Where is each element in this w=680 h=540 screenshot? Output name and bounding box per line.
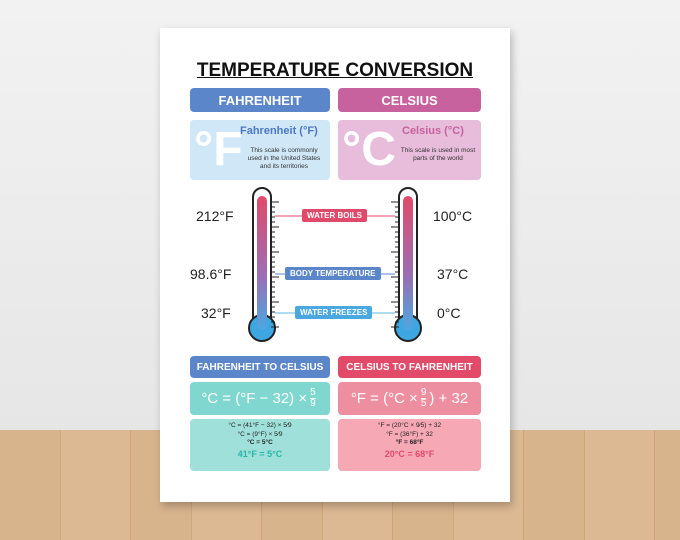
scale-description: This scale is commonly used in the Unite…	[247, 147, 321, 170]
marker-label: WATER FREEZES	[295, 306, 373, 319]
reading: 32°F	[201, 305, 231, 321]
step: °C = (41°F − 32) × 5⁄9	[228, 422, 292, 429]
poster-title: TEMPERATURE CONVERSION	[196, 60, 474, 81]
step: °F = 68°F	[395, 439, 424, 446]
formula-text: ) + 32	[429, 390, 469, 407]
formula-text: °F = (°C ×	[350, 390, 418, 407]
reading: 100°C	[433, 208, 473, 224]
scale-symbol: °F	[194, 123, 243, 176]
marker-label: WATER BOILS	[302, 209, 367, 222]
scale-header: FAHRENHEIT	[190, 88, 330, 112]
result: 41°F = 5°C	[237, 448, 283, 459]
worked-example: °C = (41°F − 32) × 5⁄9 °C = (9°F) × 5⁄9 …	[190, 419, 330, 471]
scale-description: This scale is used in most parts of the …	[400, 147, 476, 162]
marker-label: BODY TEMPERATURE	[285, 267, 381, 280]
info-box	[338, 120, 481, 180]
conversion-header: FAHRENHEIT TO CELSIUS	[190, 356, 330, 378]
worked-example: °F = (20°C × 9⁄5) + 32 °F = (36°F) + 32 …	[338, 419, 481, 471]
info-box	[190, 120, 330, 180]
reading: 212°F	[196, 208, 234, 224]
reading: 98.6°F	[190, 266, 232, 282]
formula-text: °C = (°F − 32) ×	[201, 390, 308, 407]
step: °F = (20°C × 9⁄5) + 32	[377, 422, 442, 429]
numerator: 5	[310, 387, 316, 399]
result: 20°C = 68°F	[384, 448, 435, 459]
numerator: 9	[420, 387, 427, 399]
denominator: 5	[420, 398, 427, 409]
step: °F = (36°F) + 32	[386, 430, 433, 438]
scale-name: Celsius (°C)	[402, 125, 464, 137]
scale-name: Fahrenheit (°F)	[240, 125, 318, 137]
scale-header: CELSIUS	[338, 88, 481, 112]
step: °C = 5°C	[247, 439, 273, 446]
thermometers	[248, 187, 422, 342]
reading: 0°C	[437, 305, 461, 321]
conversion-header: CELSIUS TO FAHRENHEIT	[338, 356, 481, 378]
scale-symbol: °C	[342, 123, 396, 176]
reading: 37°C	[437, 266, 469, 282]
step: °C = (9°F) × 5⁄9	[237, 430, 283, 438]
denominator: 9	[310, 398, 316, 409]
